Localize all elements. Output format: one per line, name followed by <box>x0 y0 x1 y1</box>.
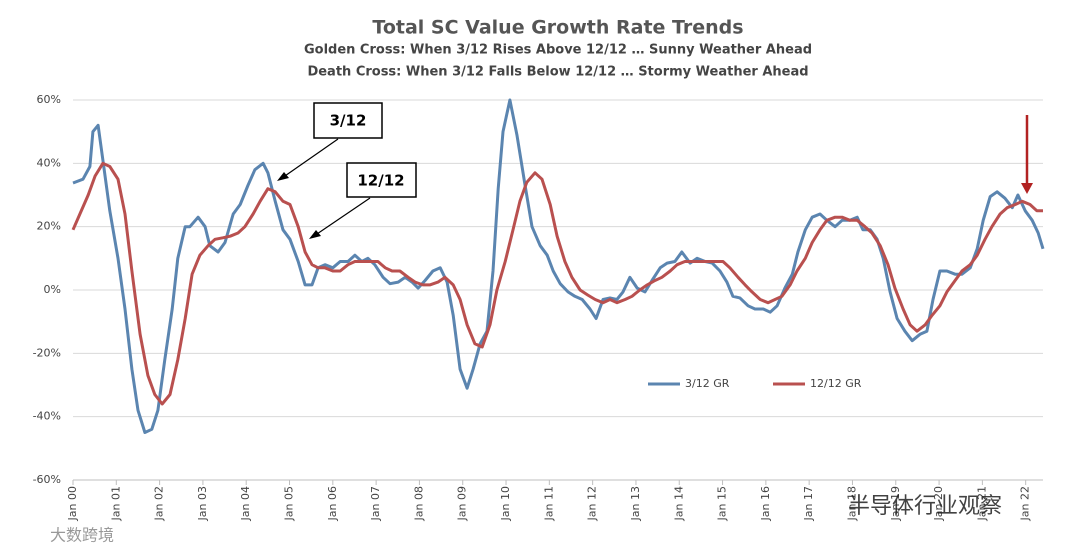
x-tick-label: Jan 13 <box>629 486 642 521</box>
x-tick-label: Jan 10 <box>499 486 512 521</box>
y-tick-label: 20% <box>37 220 61 233</box>
annotation: 12/12 <box>357 172 404 190</box>
x-tick-label: Jan 18 <box>845 486 858 521</box>
chart-subtitle: Death Cross: When 3/12 Falls Below 12/12… <box>307 65 808 80</box>
x-tick-label: Jan 06 <box>326 486 339 521</box>
annotation: 3/12 <box>330 112 367 130</box>
arrow-head <box>277 172 289 181</box>
arrow-head <box>309 230 321 239</box>
x-tick-label: Jan 07 <box>369 486 382 521</box>
x-tick-label: Jan 17 <box>802 486 815 521</box>
series-line <box>72 98 1045 434</box>
chart-subtitle: Golden Cross: When 3/12 Rises Above 12/1… <box>304 43 812 58</box>
annotation-arrow <box>313 197 371 237</box>
x-tick-label: Jan 08 <box>412 486 425 521</box>
legend-label: 12/12 GR <box>810 377 862 390</box>
x-tick-label: Jan 14 <box>672 486 685 521</box>
y-tick-label: 60% <box>37 93 61 106</box>
x-tick-label: Jan 16 <box>759 486 772 521</box>
annotation-box <box>346 162 417 198</box>
x-tick-label: Jan 03 <box>196 486 209 521</box>
x-tick-label: Jan 20 <box>932 486 945 521</box>
x-tick-label: Jan 05 <box>283 486 296 521</box>
series-line <box>71 161 1043 406</box>
chart-title: Total SC Value Growth Rate Trends <box>372 17 743 39</box>
x-tick-label: Jan 15 <box>716 486 729 521</box>
x-tick-label: Jan 12 <box>586 486 599 521</box>
y-tick-label: 0% <box>44 283 61 296</box>
watermark: 半导体行业观察 <box>848 494 1002 519</box>
x-tick-label: Jan 22 <box>1019 486 1032 521</box>
x-tick-label: Jan 11 <box>542 486 555 521</box>
y-tick-label: 40% <box>37 156 61 169</box>
y-tick-label: -40% <box>33 410 61 423</box>
x-tick-label: Jan 04 <box>239 486 252 521</box>
arrow-head <box>1021 183 1033 194</box>
x-tick-label: Jan 19 <box>889 486 902 521</box>
watermark: 大数跨境 <box>50 526 114 545</box>
x-tick-label: Jan 09 <box>456 486 469 521</box>
annotation-box <box>313 102 383 139</box>
x-tick-label: Jan 00 <box>66 486 79 521</box>
y-tick-label: -20% <box>33 346 61 359</box>
annotation-arrow <box>281 138 339 179</box>
legend-label: 3/12 GR <box>685 377 730 390</box>
y-tick-label: -60% <box>33 473 61 486</box>
x-tick-label: Jan 01 <box>109 486 122 521</box>
x-tick-label: Jan 21 <box>975 486 988 521</box>
x-tick-label: Jan 02 <box>153 486 166 521</box>
